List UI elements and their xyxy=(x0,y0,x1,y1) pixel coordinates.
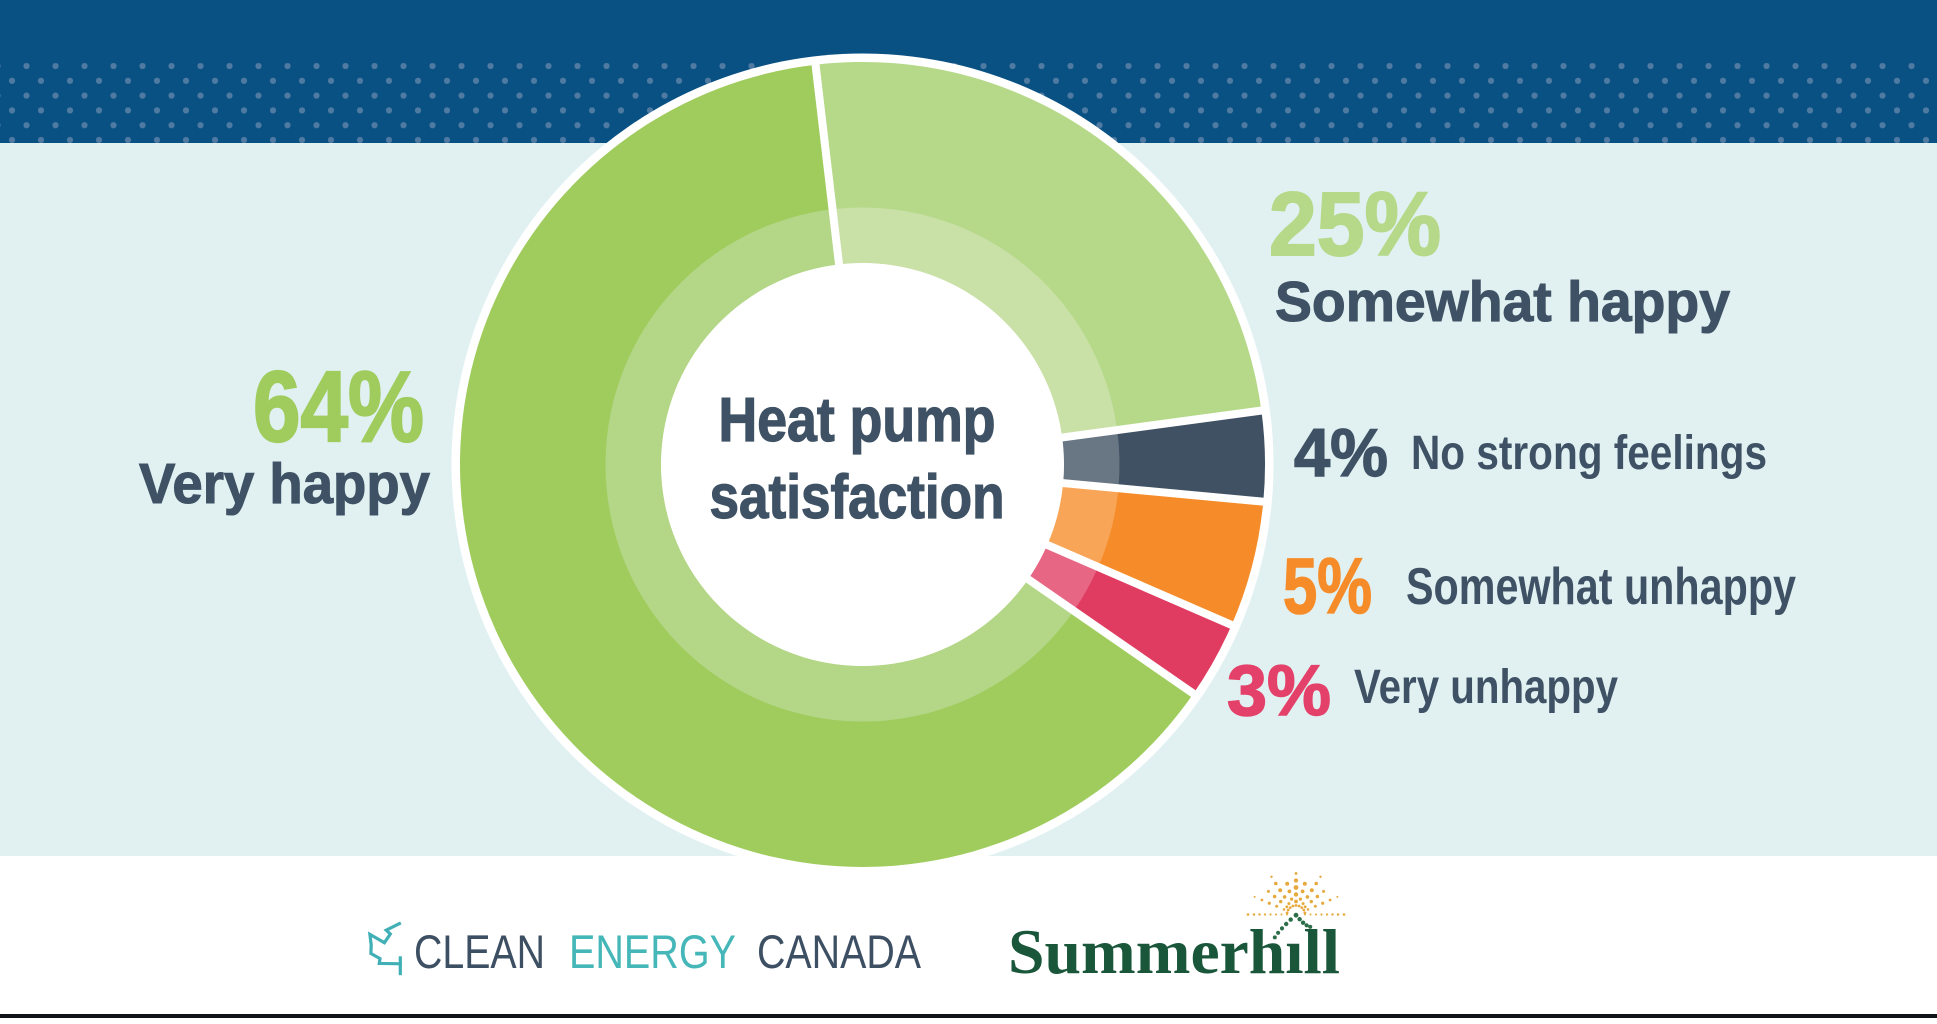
svg-text:Very unhappy: Very unhappy xyxy=(1354,661,1618,714)
svg-text:3%: 3% xyxy=(1227,652,1331,731)
svg-text:64%: 64% xyxy=(253,351,424,463)
svg-text:5%: 5% xyxy=(1283,541,1372,630)
svg-text:No strong feelings: No strong feelings xyxy=(1411,427,1767,480)
svg-text:Somewhat unhappy: Somewhat unhappy xyxy=(1406,558,1796,616)
svg-text:ENERGY: ENERGY xyxy=(569,925,736,978)
svg-text:CLEAN: CLEAN xyxy=(414,925,545,978)
svg-text:satisfaction: satisfaction xyxy=(710,463,1005,532)
svg-text:Summerhıll: Summerhıll xyxy=(1008,916,1340,987)
svg-text:Somewhat happy: Somewhat happy xyxy=(1275,270,1730,334)
svg-text:Heat pump: Heat pump xyxy=(719,386,996,455)
svg-text:4%: 4% xyxy=(1294,415,1388,491)
svg-text:25%: 25% xyxy=(1269,175,1441,275)
svg-text:CANADA: CANADA xyxy=(757,925,922,978)
svg-text:Very happy: Very happy xyxy=(139,452,430,516)
